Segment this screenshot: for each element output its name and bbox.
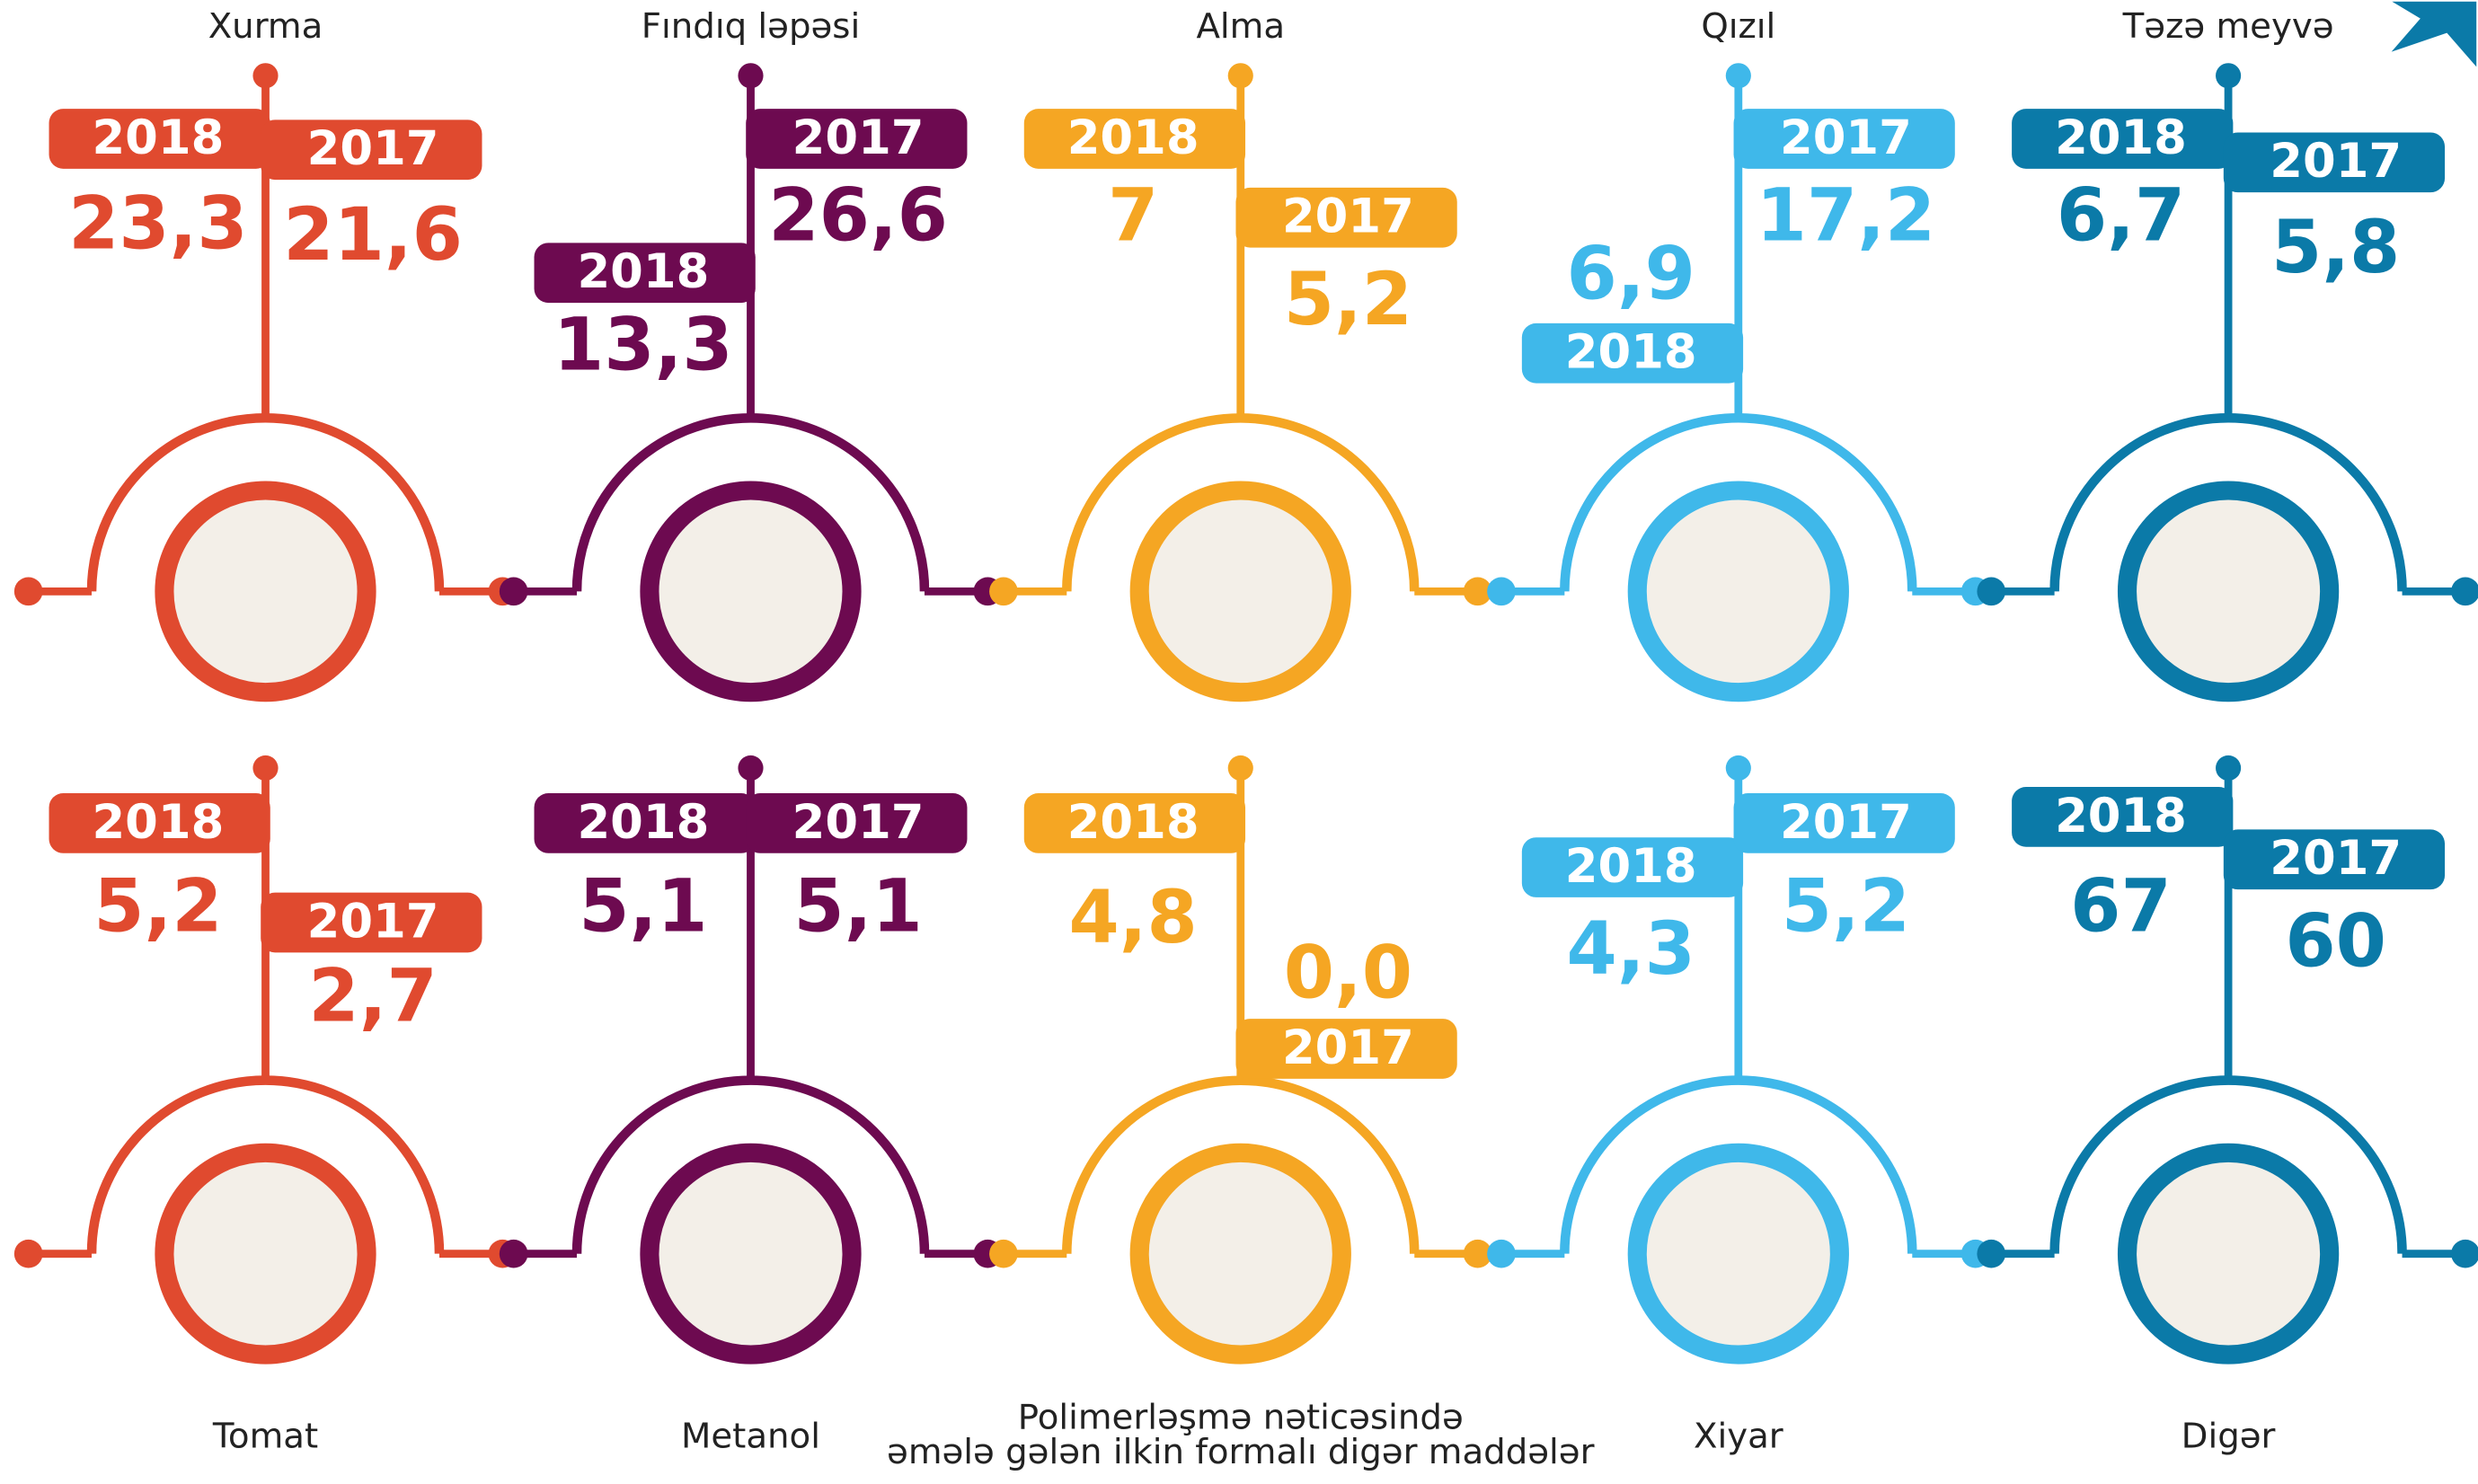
value-label: 67 [2070, 865, 2172, 950]
value-label: 5,2 [93, 865, 222, 950]
stem-dot [252, 63, 278, 88]
value-label: 7 [1108, 174, 1158, 259]
year-label: 2018 [2055, 789, 2187, 844]
arm-dot [1977, 578, 2005, 606]
year-label: 2017 [1780, 795, 1912, 850]
value-label: 6,9 [1567, 233, 1695, 317]
item-name: Metanol [681, 1417, 820, 1457]
value-label: 0,0 [1284, 931, 1412, 1015]
year-label: 2017 [307, 894, 439, 949]
value-label: 5,1 [579, 865, 707, 950]
item-name: Təzə meyvə [2122, 6, 2334, 47]
stem-dot [1726, 63, 1751, 88]
year-label: 2018 [2055, 110, 2187, 165]
year-label: 2017 [2270, 831, 2402, 886]
arm-dot [14, 578, 43, 606]
arm-dot [14, 1240, 43, 1268]
year-label: 2018 [1565, 325, 1697, 380]
item-name: Digər [2182, 1417, 2276, 1457]
arm-dot [2451, 578, 2478, 606]
page: {"items": [ {"name_lines": ["Xurma"], "c… [0, 0, 2478, 1484]
stem-dot [1228, 755, 1253, 781]
value-label: 13,3 [553, 304, 733, 388]
year-label: 2017 [792, 795, 925, 850]
stem-dot [1726, 755, 1751, 781]
item-name: Qızıl [1701, 6, 1775, 47]
arm-dot [1977, 1240, 2005, 1268]
year-label: 2018 [1565, 839, 1697, 894]
stem-dot [1228, 63, 1253, 88]
year-label: 2017 [1282, 190, 1414, 244]
arm-dot [989, 1240, 1018, 1268]
item-name: Tomat [212, 1417, 318, 1457]
arm-dot [1487, 578, 1516, 606]
stem-dot [2216, 755, 2241, 781]
arm-dot [2451, 1240, 2478, 1268]
item-name: Xiyar [1694, 1417, 1783, 1457]
year-label: 2017 [1282, 1020, 1414, 1075]
arm-dot [1487, 1240, 1516, 1268]
value-label: 5,8 [2271, 206, 2400, 290]
year-label: 2018 [577, 244, 709, 299]
value-label: 23,3 [68, 182, 248, 267]
year-label: 2018 [92, 110, 224, 165]
year-label: 2018 [577, 795, 709, 850]
value-label: 5,2 [1782, 865, 1910, 950]
item-name: Xurma [208, 6, 323, 47]
value-label: 26,6 [768, 174, 948, 259]
value-label: 6,7 [2057, 174, 2185, 259]
value-label: 17,2 [1757, 174, 1936, 259]
value-label: 2,7 [308, 955, 437, 1039]
item-name: Alma [1196, 6, 1285, 47]
stem-dot [738, 755, 763, 781]
arm-dot [500, 578, 528, 606]
value-label: 21,6 [283, 193, 463, 278]
item-name: əmələ gələn ilkin formalı digər maddələr [887, 1432, 1595, 1472]
arm-dot [500, 1240, 528, 1268]
value-label: 4,8 [1068, 876, 1197, 960]
year-label: 2018 [1067, 795, 1199, 850]
value-label: 5,1 [793, 865, 922, 950]
value-label: 4,3 [1567, 907, 1695, 992]
infographic: 201823,3201721,6Xurma201813,3201726,6Fın… [0, 0, 2478, 1484]
year-label: 2017 [1780, 110, 1912, 165]
stem-dot [252, 755, 278, 781]
stem-dot [2216, 63, 2241, 88]
corner-arrow [2386, 0, 2478, 71]
year-label: 2017 [792, 110, 925, 165]
stem-dot [738, 63, 763, 88]
year-label: 2018 [1067, 110, 1199, 165]
year-label: 2017 [2270, 134, 2402, 189]
value-label: 5,2 [1284, 258, 1412, 342]
value-label: 60 [2285, 899, 2386, 984]
arm-dot [989, 578, 1018, 606]
item-name: Fındıq ləpəsi [642, 6, 860, 47]
year-label: 2018 [92, 795, 224, 850]
year-label: 2017 [307, 121, 439, 176]
